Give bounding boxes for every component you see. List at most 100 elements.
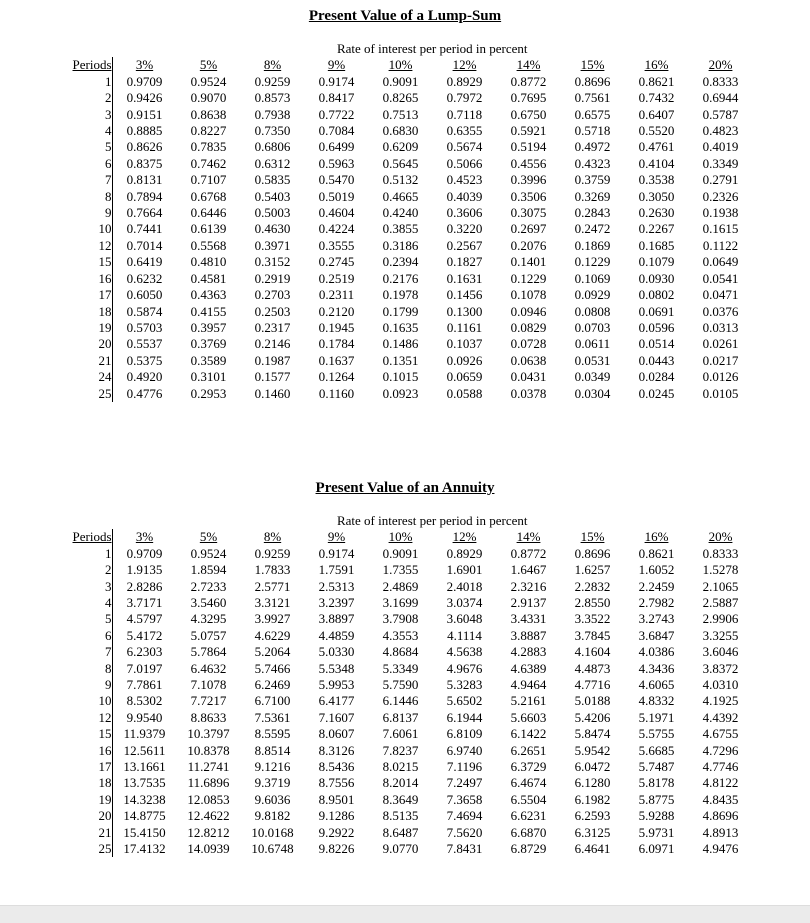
value-cell: 4.0310 [702, 677, 739, 692]
value-cell: 0.3538 [638, 172, 675, 188]
value-cell: 0.4920 [126, 369, 163, 385]
value-cell: 2.9906 [702, 611, 739, 627]
value-cell: 0.2503 [254, 303, 291, 319]
value-cell: 0.7513 [382, 106, 419, 122]
value-cell: 0.4104 [638, 155, 675, 171]
value-cell: 0.1486 [382, 336, 419, 352]
table-row: 15 11.9379 10.3797 8.5595 8.0607 7.6061 6.8109… [57, 726, 753, 743]
value-cell: 0.5787 [702, 106, 739, 122]
value-cell: 0.6232 [126, 270, 163, 286]
table-row: 10 8.5302 7.7217 6.7100 6.4177 6.1446 5.6502 5.… [57, 693, 753, 710]
period-cell: 25 [57, 385, 113, 402]
table-row: 4 0.8885 0.8227 0.7350 0.7084 0.6830 0.6355 0.5… [57, 123, 753, 140]
value-cell: 0.9709 [126, 545, 163, 561]
value-cell: 6.4641 [574, 841, 611, 857]
value-cell: 0.0926 [446, 352, 483, 368]
value-cell: 0.3506 [510, 188, 547, 204]
subtitle-row: Rate of interest per period in percent [58, 513, 753, 529]
value-cell: 6.8137 [382, 709, 419, 725]
table-row: 6 0.8375 0.7462 0.6312 0.5963 0.5645 0.5066 0.4… [57, 155, 753, 173]
value-cell: 3.5460 [190, 594, 227, 610]
value-cell: 0.0261 [702, 336, 739, 352]
period-cell: 2 [57, 90, 113, 107]
value-cell: 0.8621 [638, 545, 675, 561]
value-cell: 0.7722 [318, 106, 355, 122]
value-cell: 8.0215 [382, 759, 419, 775]
value-cell: 0.5403 [254, 188, 291, 204]
value-cell: 4.9676 [446, 660, 483, 676]
value-cell: 6.2469 [254, 677, 291, 692]
value-cell: 0.5703 [126, 319, 163, 335]
header-row: Periods 3% 5% 8% 9% 10% 12% 14% 15% 16% 20% [57, 57, 753, 74]
value-cell: 0.5194 [510, 139, 547, 155]
value-cell: 1.6052 [638, 562, 675, 578]
value-cell: 3.7845 [574, 627, 611, 643]
value-cell: 0.1456 [446, 287, 483, 303]
table-row: 3 0.9151 0.8638 0.7938 0.7722 0.7513 0.7118 0.6… [57, 106, 753, 124]
value-cell: 0.3996 [510, 172, 547, 188]
value-cell: 10.0168 [251, 824, 294, 840]
value-cell: 4.7746 [702, 759, 739, 775]
value-cell: 0.2394 [382, 254, 419, 270]
rate-header: 8% [263, 57, 282, 73]
value-cell: 0.6139 [190, 221, 227, 237]
table-row: 21 0.5375 0.3589 0.1987 0.1637 0.1351 0.0926 0.… [57, 352, 753, 370]
value-cell: 0.3220 [446, 221, 483, 237]
period-cell: 15 [57, 726, 113, 743]
value-cell: 0.3075 [510, 205, 547, 221]
value-cell: 0.5835 [254, 172, 291, 188]
value-cell: 4.9476 [702, 841, 739, 857]
value-cell: 0.3606 [446, 205, 483, 221]
value-cell: 5.2161 [510, 693, 547, 709]
value-cell: 0.7432 [638, 90, 675, 106]
value-cell: 0.7972 [446, 90, 483, 106]
rate-subtitle: Rate of interest per period in percent [336, 41, 528, 56]
value-cell: 0.0802 [638, 287, 675, 303]
value-cell: 0.7462 [190, 155, 227, 171]
value-cell: 11.9379 [123, 726, 166, 742]
value-cell: 4.3553 [382, 627, 419, 643]
value-cell: 0.5019 [318, 188, 355, 204]
value-cell: 3.3255 [702, 627, 739, 643]
value-cell: 0.5645 [382, 155, 419, 171]
value-cell: 0.9151 [126, 106, 163, 122]
value-cell: 0.7014 [126, 237, 163, 253]
value-cell: 3.3121 [254, 594, 291, 610]
value-cell: 0.7561 [574, 90, 611, 106]
value-cell: 2.4869 [382, 578, 419, 594]
value-cell: 0.0313 [702, 319, 739, 335]
value-cell: 0.1615 [702, 221, 739, 237]
value-cell: 7.1078 [190, 677, 227, 692]
value-cell: 0.2630 [638, 205, 675, 221]
value-cell: 0.3555 [318, 237, 355, 253]
table-row: 3 2.8286 2.7233 2.5771 2.5313 2.4869 2.4018 2.3… [57, 578, 753, 595]
value-cell: 5.5755 [638, 726, 675, 742]
value-cell: 5.9953 [318, 677, 355, 692]
value-cell: 0.1161 [446, 319, 483, 335]
value-cell: 2.5313 [318, 578, 355, 594]
value-cell: 1.6901 [446, 562, 483, 578]
value-cell: 1.8594 [190, 562, 227, 578]
table-row: 17 0.6050 0.4363 0.2703 0.2311 0.1978 0.1456 0.… [57, 287, 753, 304]
value-cell: 4.3436 [638, 660, 675, 676]
value-cell: 0.2703 [254, 287, 291, 303]
value-cell: 0.3759 [574, 172, 611, 188]
table-row: 18 0.5874 0.4155 0.2503 0.2120 0.1799 0.1300 0.… [57, 303, 753, 320]
value-cell: 0.1078 [510, 287, 547, 303]
value-cell: 7.4694 [446, 808, 483, 824]
table-row: 5 0.8626 0.7835 0.6806 0.6499 0.6209 0.5674 0.5… [57, 139, 753, 156]
table-row: 9 0.7664 0.6446 0.5003 0.4604 0.4240 0.3606 0.3… [57, 205, 753, 222]
value-cell: 4.8435 [702, 791, 739, 807]
value-cell: 11.2741 [187, 759, 230, 775]
value-cell: 4.5797 [126, 611, 163, 627]
value-cell: 0.1938 [702, 205, 739, 221]
value-cell: 3.4331 [510, 611, 547, 627]
value-cell: 5.7466 [254, 660, 291, 676]
lump-sum-section: Present Value of a Lump-Sum Rate of inte… [0, 8, 810, 402]
value-cell: 4.5638 [446, 644, 483, 660]
value-cell: 7.7217 [190, 693, 227, 709]
value-cell: 5.8178 [638, 775, 675, 791]
value-cell: 0.1784 [318, 336, 355, 352]
value-cell: 7.8431 [446, 841, 483, 857]
value-cell: 0.7835 [190, 139, 227, 155]
